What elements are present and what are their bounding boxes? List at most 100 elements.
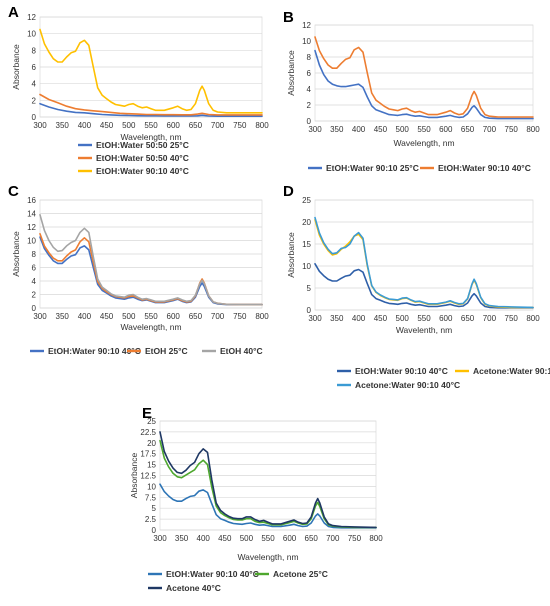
x-tick-label: 700 xyxy=(483,125,497,134)
y-tick-label: 12 xyxy=(302,21,311,30)
x-tick-label: 750 xyxy=(505,125,519,134)
panel-letter: E xyxy=(142,405,152,422)
y-tick-label: 0 xyxy=(32,113,37,122)
series-line-1 xyxy=(314,263,534,309)
panel-letter: D xyxy=(283,183,294,200)
x-tick-label: 600 xyxy=(283,534,297,543)
y-tick-label: 8 xyxy=(307,53,312,62)
series-line-3 xyxy=(314,216,534,309)
x-tick-label: 700 xyxy=(483,314,497,323)
x-axis-label: Wavelength, nm xyxy=(237,552,298,562)
y-tick-label: 2 xyxy=(32,291,37,300)
series-line-3 xyxy=(39,214,263,306)
y-tick-label: 12 xyxy=(27,13,36,22)
x-tick-label: 650 xyxy=(461,125,475,134)
x-tick-label: 450 xyxy=(100,312,114,321)
x-tick-label: 650 xyxy=(189,121,203,130)
y-tick-label: 6 xyxy=(307,69,312,78)
legend-entry: Acetone:Water 90:10 40°C xyxy=(355,380,460,390)
x-tick-label: 800 xyxy=(255,121,269,130)
x-tick-label: 300 xyxy=(308,125,322,134)
series-line-1 xyxy=(39,102,263,117)
x-tick-label: 400 xyxy=(78,312,92,321)
legend-entry: Acetone 40°C xyxy=(166,583,221,593)
chart-panel-c: C 0 2 4 6 8 10 12 14 16 300 350 400 450 500 550 600 650 70… xyxy=(8,183,269,356)
x-tick-label: 350 xyxy=(56,312,70,321)
x-tick-label: 450 xyxy=(218,534,232,543)
x-axis-label: Wavelenth, nm xyxy=(396,325,452,335)
x-tick-label: 450 xyxy=(374,314,388,323)
x-axis-label: Wavelength, nm xyxy=(120,132,181,142)
x-tick-label: 650 xyxy=(461,314,475,323)
x-tick-label: 500 xyxy=(122,312,136,321)
y-tick-label: 25 xyxy=(302,196,311,205)
y-tick-label: 0 xyxy=(307,117,312,126)
y-axis-label: Absorbance xyxy=(129,453,139,499)
series-line-3 xyxy=(159,431,377,529)
y-tick-label: 25 xyxy=(147,417,156,426)
x-tick-label: 400 xyxy=(352,125,366,134)
x-tick-label: 750 xyxy=(233,312,247,321)
y-tick-label: 4 xyxy=(307,85,312,94)
x-tick-label: 650 xyxy=(189,312,203,321)
y-tick-label: 8 xyxy=(32,46,37,55)
x-tick-label: 300 xyxy=(153,534,167,543)
legend-entry: EtOH:Water 50:50 40°C xyxy=(96,153,189,163)
x-tick-label: 800 xyxy=(526,125,540,134)
x-tick-label: 600 xyxy=(167,312,181,321)
legend-entry: EtOH:Water 90:10 40°C xyxy=(96,166,189,176)
y-tick-label: 4 xyxy=(32,80,37,89)
y-tick-label: 4 xyxy=(32,277,37,286)
series-line-2 xyxy=(39,93,263,116)
y-tick-label: 7.5 xyxy=(145,493,157,502)
legend-entry: Acetone 25°C xyxy=(273,569,328,579)
x-tick-label: 400 xyxy=(352,314,366,323)
x-tick-label: 500 xyxy=(396,125,410,134)
y-tick-label: 2.5 xyxy=(145,515,157,524)
y-tick-label: 5 xyxy=(152,504,157,513)
y-tick-label: 8 xyxy=(32,250,37,259)
legend-entry: EtOH:Water 90:10 40°C xyxy=(166,569,259,579)
x-tick-label: 650 xyxy=(305,534,319,543)
x-tick-label: 350 xyxy=(56,121,70,130)
chart-panel-a: A 0 2 4 6 8 10 12 300 350 400 450 500 550 600 650 700 750… xyxy=(8,4,269,176)
y-tick-label: 20 xyxy=(302,218,311,227)
x-tick-label: 750 xyxy=(233,121,247,130)
y-axis-label: Absorbance xyxy=(11,44,21,90)
x-tick-label: 750 xyxy=(505,314,519,323)
series-line-1 xyxy=(159,483,377,529)
chart-panel-b: B 0 2 4 6 8 10 12 300 350 400 450 500 550 600 650 700 750… xyxy=(283,9,540,173)
y-tick-label: 6 xyxy=(32,264,37,273)
x-tick-label: 500 xyxy=(122,121,136,130)
series-line-1 xyxy=(39,236,263,306)
series-line-2 xyxy=(159,439,377,529)
x-axis-label: Wavelength, nm xyxy=(393,138,454,148)
y-tick-label: 5 xyxy=(307,284,312,293)
x-tick-label: 750 xyxy=(348,534,362,543)
legend-entry: EtOH:Water 90:10 40°C xyxy=(438,163,531,173)
x-tick-label: 600 xyxy=(167,121,181,130)
y-axis-label: Absorbance xyxy=(286,50,296,96)
x-tick-label: 300 xyxy=(308,314,322,323)
x-tick-label: 700 xyxy=(211,312,225,321)
y-tick-label: 10 xyxy=(147,482,156,491)
y-tick-label: 0 xyxy=(307,306,312,315)
legend-entry: Acetone:Water 90:10 25°C xyxy=(473,366,550,376)
x-tick-label: 350 xyxy=(330,125,344,134)
legend-entry: EtOH:Water 50:50 25°C xyxy=(96,140,189,150)
chart-panel-d: D 0 5 10 15 20 25 300 350 400 450 500 550 600 650 700 75… xyxy=(283,183,550,390)
x-tick-label: 600 xyxy=(439,125,453,134)
y-tick-label: 6 xyxy=(32,63,37,72)
x-tick-label: 550 xyxy=(144,121,158,130)
series-line-2 xyxy=(314,219,534,309)
y-axis-label: Absorbance xyxy=(286,232,296,278)
x-tick-label: 450 xyxy=(374,125,388,134)
series-line-3 xyxy=(39,28,263,114)
x-tick-label: 550 xyxy=(417,125,431,134)
x-tick-label: 550 xyxy=(261,534,275,543)
series-line-2 xyxy=(39,233,263,306)
series-line-1 xyxy=(314,49,534,120)
y-tick-label: 0 xyxy=(32,304,37,313)
x-tick-label: 550 xyxy=(144,312,158,321)
